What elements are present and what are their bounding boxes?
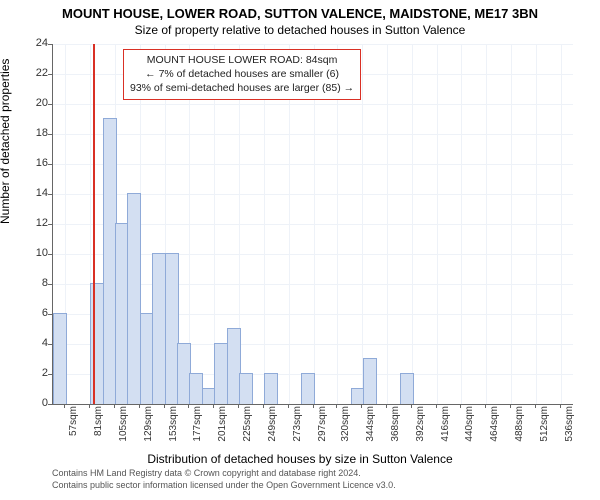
x-tick-mark	[89, 404, 90, 408]
x-gridline	[486, 44, 487, 404]
x-tick-mark	[485, 404, 486, 408]
x-tick-mark	[164, 404, 165, 408]
y-tick-mark	[48, 134, 52, 135]
x-tick-mark	[560, 404, 561, 408]
x-tick-label: 201sqm	[217, 406, 228, 448]
annotation-line1: MOUNT HOUSE LOWER ROAD: 84sqm	[130, 53, 354, 67]
x-tick-mark	[436, 404, 437, 408]
x-gridline	[561, 44, 562, 404]
x-tick-mark	[114, 404, 115, 408]
x-tick-label: 536sqm	[564, 406, 575, 448]
x-tick-label: 512sqm	[539, 406, 550, 448]
x-tick-mark	[139, 404, 140, 408]
x-tick-label: 320sqm	[340, 406, 351, 448]
x-tick-label: 129sqm	[143, 406, 154, 448]
x-tick-label: 273sqm	[292, 406, 303, 448]
x-tick-mark	[238, 404, 239, 408]
title-main: MOUNT HOUSE, LOWER ROAD, SUTTON VALENCE,…	[0, 0, 600, 21]
x-tick-label: 177sqm	[192, 406, 203, 448]
x-tick-label: 153sqm	[168, 406, 179, 448]
x-tick-mark	[64, 404, 65, 408]
x-tick-mark	[288, 404, 289, 408]
y-tick-mark	[48, 254, 52, 255]
y-tick-label: 10	[8, 247, 48, 259]
y-tick-mark	[48, 404, 52, 405]
x-tick-label: 488sqm	[514, 406, 525, 448]
y-tick-label: 6	[8, 307, 48, 319]
y-tick-label: 0	[8, 397, 48, 409]
x-tick-label: 249sqm	[267, 406, 278, 448]
x-tick-label: 57sqm	[68, 406, 79, 448]
title-sub: Size of property relative to detached ho…	[0, 21, 600, 37]
x-tick-label: 416sqm	[440, 406, 451, 448]
x-tick-mark	[535, 404, 536, 408]
x-gridline	[461, 44, 462, 404]
x-tick-label: 297sqm	[317, 406, 328, 448]
y-tick-mark	[48, 344, 52, 345]
x-gridline	[437, 44, 438, 404]
histogram-bar	[239, 373, 253, 404]
y-tick-mark	[48, 104, 52, 105]
x-tick-mark	[460, 404, 461, 408]
y-tick-mark	[48, 44, 52, 45]
x-tick-label: 81sqm	[93, 406, 104, 448]
x-tick-label: 105sqm	[118, 406, 129, 448]
histogram-bar	[53, 313, 67, 404]
y-tick-label: 12	[8, 217, 48, 229]
histogram-bar	[400, 373, 414, 404]
y-tick-label: 20	[8, 97, 48, 109]
x-gridline	[412, 44, 413, 404]
y-tick-label: 16	[8, 157, 48, 169]
x-tick-mark	[361, 404, 362, 408]
y-tick-mark	[48, 374, 52, 375]
y-tick-label: 14	[8, 187, 48, 199]
x-tick-label: 344sqm	[365, 406, 376, 448]
y-tick-label: 24	[8, 37, 48, 49]
x-gridline	[387, 44, 388, 404]
annotation-line3: 93% of semi-detached houses are larger (…	[130, 81, 354, 95]
x-tick-mark	[386, 404, 387, 408]
annotation-line2: ← 7% of detached houses are smaller (6)	[130, 67, 354, 81]
x-gridline	[362, 44, 363, 404]
y-tick-mark	[48, 314, 52, 315]
marker-line	[93, 44, 95, 404]
x-tick-mark	[313, 404, 314, 408]
y-tick-label: 22	[8, 67, 48, 79]
y-tick-mark	[48, 224, 52, 225]
y-axis-label: Number of detached properties	[0, 59, 12, 224]
x-gridline	[536, 44, 537, 404]
y-tick-mark	[48, 74, 52, 75]
histogram-plot: MOUNT HOUSE LOWER ROAD: 84sqm ← 7% of de…	[52, 44, 573, 405]
histogram-bar	[301, 373, 315, 404]
x-tick-label: 392sqm	[415, 406, 426, 448]
y-tick-mark	[48, 164, 52, 165]
y-tick-mark	[48, 284, 52, 285]
x-tick-mark	[510, 404, 511, 408]
x-tick-label: 464sqm	[489, 406, 500, 448]
y-tick-mark	[48, 194, 52, 195]
x-tick-mark	[263, 404, 264, 408]
y-tick-label: 4	[8, 337, 48, 349]
x-tick-label: 368sqm	[390, 406, 401, 448]
y-tick-label: 8	[8, 277, 48, 289]
x-tick-label: 225sqm	[242, 406, 253, 448]
x-gridline	[511, 44, 512, 404]
x-tick-label: 440sqm	[464, 406, 475, 448]
x-tick-mark	[336, 404, 337, 408]
histogram-bar	[264, 373, 278, 404]
annotation-box: MOUNT HOUSE LOWER ROAD: 84sqm ← 7% of de…	[123, 49, 361, 100]
x-tick-mark	[213, 404, 214, 408]
footer-line2: Contains public sector information licen…	[52, 480, 396, 490]
footer-line1: Contains HM Land Registry data © Crown c…	[52, 468, 361, 478]
x-axis-label: Distribution of detached houses by size …	[0, 452, 600, 466]
y-tick-label: 2	[8, 367, 48, 379]
x-tick-mark	[411, 404, 412, 408]
histogram-bar	[363, 358, 377, 404]
x-tick-mark	[188, 404, 189, 408]
y-tick-label: 18	[8, 127, 48, 139]
